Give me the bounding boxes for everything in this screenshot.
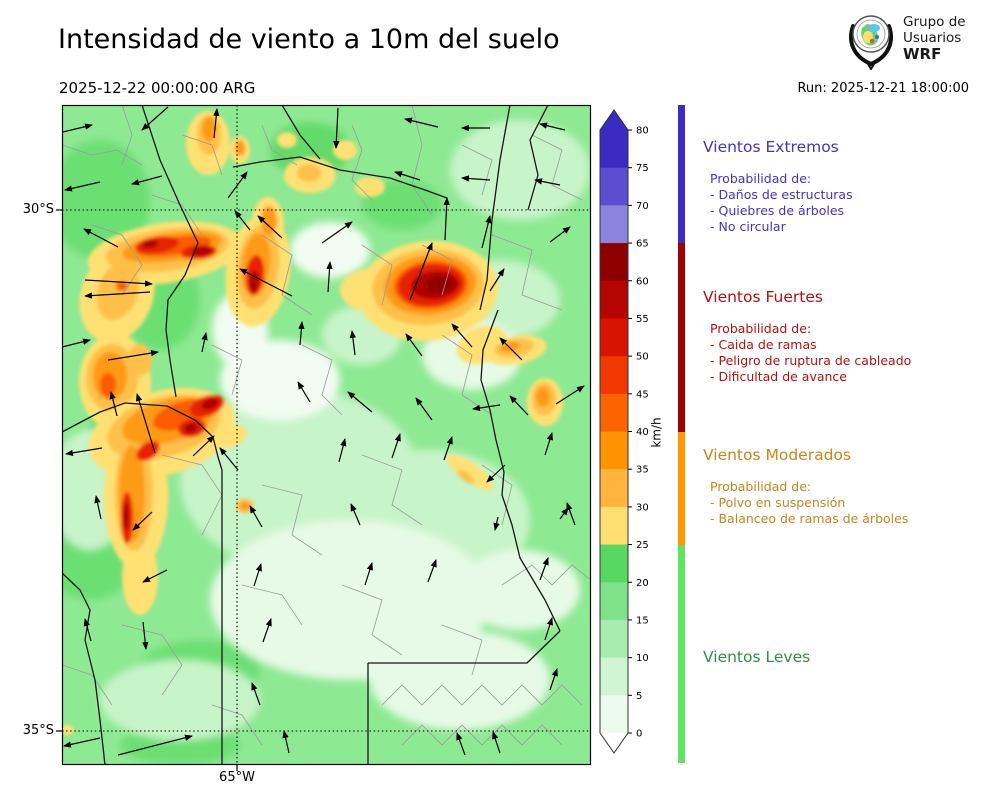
legend-title-fuertes: Vientos Fuertes (703, 288, 823, 306)
colorbar-tick-label: 10 (636, 653, 649, 664)
legend-item: - Quiebres de árboles (710, 203, 845, 218)
map-layers (62, 105, 591, 765)
legend-body-extremos: Probabilidad de: - Daños de estructuras … (703, 171, 993, 235)
legend-bar-segment (678, 105, 685, 243)
legend-bar-segment (678, 243, 685, 432)
legend-item: - Balanceo de ramas de árboles (710, 511, 909, 526)
legend-item: - Dificultad de avance (710, 369, 847, 384)
colorbar-tick-label: 15 (636, 615, 649, 626)
colorbar-tick-label: 65 (636, 239, 649, 250)
legend-color-bar (678, 105, 685, 763)
legend-section-fuertes: Vientos Fuertes Probabilidad de: - Caida… (703, 288, 993, 385)
legend-item: - Polvo en suspensión (710, 495, 846, 510)
wrf-logo-icon (849, 15, 893, 70)
colorbar-tick-label: 25 (636, 540, 649, 551)
legend-prob-label: Probabilidad de: (710, 171, 812, 186)
lat-label-35s: 35°S (22, 723, 54, 738)
lon-label-65w: 65°W (219, 770, 255, 785)
legend-body-fuertes: Probabilidad de: - Caida de ramas - Peli… (703, 321, 993, 385)
colorbar-tick-label: 0 (636, 729, 642, 740)
province-borders (62, 105, 561, 765)
logo-line-2: Usuarios (903, 30, 962, 46)
colorbar-tick-label: 55 (636, 314, 649, 325)
legend-item: - Peligro de ruptura de cableado (710, 353, 912, 368)
legend-item: - No circular (710, 219, 786, 234)
wind-map (56, 104, 592, 771)
colorbar-tick-label: 5 (636, 691, 642, 702)
colorbar-tick-label: 75 (636, 163, 649, 174)
colorbar-tick-label: 35 (636, 465, 649, 476)
colorbar: 0 5 10 15 20 25 30 35 40 45 50 55 60 65 70 75 80 (599, 109, 649, 754)
graticule-lines (62, 105, 591, 765)
logo-line-3: WRF (903, 45, 942, 63)
legend-section-moderados: Vientos Moderados Probabilidad de: - Pol… (703, 446, 993, 527)
colorbar-tick-label: 20 (636, 578, 649, 589)
legend-title-extremos: Vientos Extremos (703, 138, 839, 156)
legend-item: - Caida de ramas (710, 337, 817, 352)
legend-title-moderados: Vientos Moderados (703, 446, 851, 464)
wind-blob-layer (62, 111, 563, 735)
legend-prob-label: Probabilidad de: (710, 479, 812, 494)
legend-prob-label: Probabilidad de: (710, 321, 812, 336)
colorbar-tick-label: 45 (636, 389, 649, 400)
legend-bar-segment (678, 432, 685, 545)
colorbar-tick-label: 70 (636, 201, 649, 212)
colorbar-tick-label: 30 (636, 502, 649, 513)
map-frame (61, 104, 592, 766)
legend-body-moderados: Probabilidad de: - Polvo en suspensión -… (703, 479, 993, 527)
page-title: Intensidad de viento a 10m del suelo (58, 24, 560, 55)
colorbar-tick-label: 40 (636, 427, 649, 438)
logo-line-1: Grupo de (903, 14, 966, 30)
colorbar-tick-label: 80 (636, 126, 649, 137)
colorbar-tick-label: 50 (636, 352, 649, 363)
colorbar-unit-label: km/h (649, 417, 664, 448)
wrf-logo: Grupo de Usuarios WRF (846, 8, 966, 70)
legend-section-extremos: Vientos Extremos Probabilidad de: - Daño… (703, 138, 993, 235)
wind-arrow-layer (62, 106, 585, 756)
valid-time-label: 2025-12-22 00:00:00 ARG (59, 79, 256, 97)
run-time-label: Run: 2025-12-21 18:00:00 (797, 81, 969, 96)
lat-label-30s: 30°S (22, 202, 54, 217)
legend-bar-segment (678, 545, 685, 763)
legend-item: - Daños de estructuras (710, 187, 853, 202)
legend-title-leves: Vientos Leves (703, 648, 811, 666)
colorbar-tick-label: 60 (636, 276, 649, 287)
legend-section-leves: Vientos Leves (703, 648, 993, 681)
